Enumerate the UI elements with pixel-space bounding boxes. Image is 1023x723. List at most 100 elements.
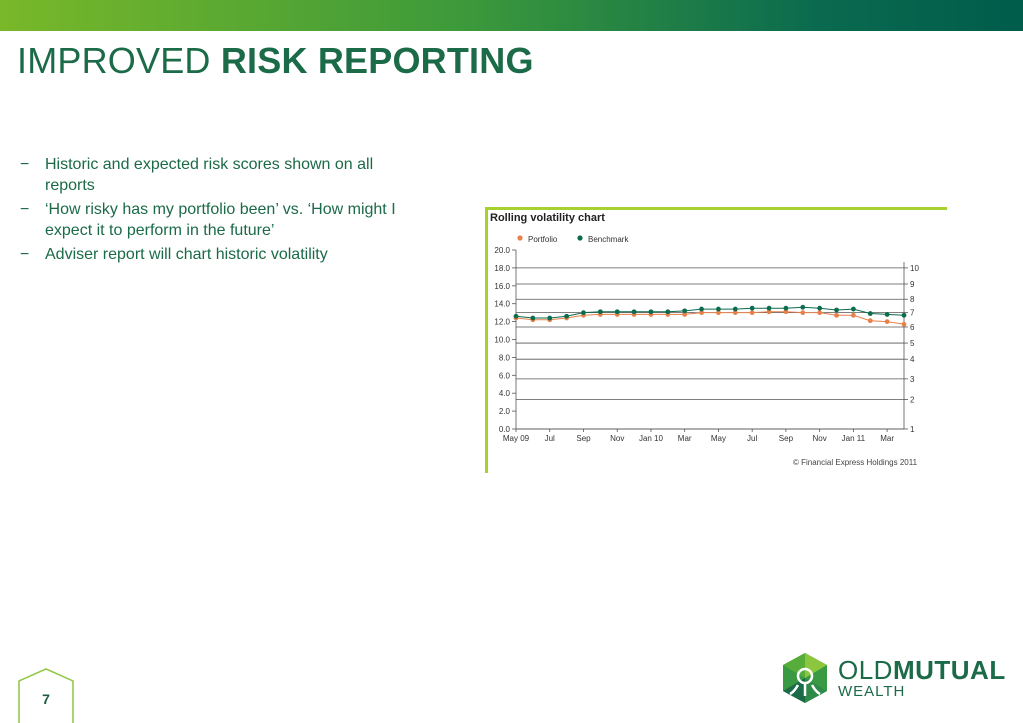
logo-word-mutual: MUTUAL <box>892 655 1006 685</box>
x-axis-tick-label: Mar <box>678 434 692 443</box>
data-point-benchmark <box>631 309 637 315</box>
left-axis-tick-label: 0.0 <box>499 425 511 434</box>
right-axis-tick-label: 3 <box>910 375 915 384</box>
data-point-portfolio <box>783 309 789 315</box>
data-point-benchmark <box>884 312 890 317</box>
left-axis-tick-label: 14.0 <box>494 300 510 309</box>
data-point-benchmark <box>665 309 671 315</box>
data-point-benchmark <box>648 309 654 315</box>
logo-wordmark: OLDMUTUAL WEALTH <box>838 656 1006 700</box>
left-axis-tick-label: 10.0 <box>494 336 510 345</box>
right-axis-tick-label: 4 <box>910 355 915 364</box>
bullet-item: − Historic and expected risk scores shown… <box>20 154 410 196</box>
data-point-benchmark <box>581 310 586 316</box>
data-point-portfolio <box>817 310 823 316</box>
logo-emblem-icon <box>783 653 827 703</box>
left-axis-tick-label: 12.0 <box>494 318 510 327</box>
series-line-benchmark <box>515 306 905 319</box>
left-axis-tick-label: 16.0 <box>494 282 510 291</box>
bullet-marker: − <box>20 156 30 173</box>
data-point-benchmark <box>800 304 806 310</box>
right-axis-tick-label: 7 <box>910 309 915 318</box>
old-mutual-logo <box>783 653 827 703</box>
x-axis-tick-label: Sep <box>576 434 591 443</box>
data-point-benchmark <box>834 307 839 313</box>
data-point-portfolio <box>901 321 907 327</box>
data-point-benchmark <box>597 309 603 315</box>
data-point-portfolio <box>699 310 704 316</box>
x-axis-tick-label: Jul <box>545 434 555 443</box>
chart-title: Rolling volatility chart <box>490 212 605 224</box>
data-point-portfolio <box>749 310 755 316</box>
title-light: IMPROVED <box>17 40 211 81</box>
series-line-portfolio <box>515 311 905 325</box>
data-point-portfolio <box>682 312 688 317</box>
x-axis-tick-label: Sep <box>779 434 794 443</box>
right-axis-tick-label: 5 <box>910 339 915 348</box>
left-axis-tick-label: 8.0 <box>499 353 511 362</box>
data-point-benchmark <box>783 305 789 311</box>
chart-copyright: © Financial Express Holdings 2011 <box>793 458 918 467</box>
legend-marker-benchmark <box>577 235 583 241</box>
data-point-benchmark <box>513 313 519 319</box>
data-point-benchmark <box>749 305 755 311</box>
data-point-portfolio <box>850 312 856 318</box>
top-banner <box>0 0 1023 31</box>
data-point-benchmark <box>766 305 772 311</box>
left-axis-tick-label: 6.0 <box>499 371 511 380</box>
left-axis-tick-label: 2.0 <box>499 407 511 416</box>
page-number-badge <box>18 668 74 723</box>
x-axis-tick-label: May <box>711 434 726 443</box>
data-point-benchmark <box>547 315 553 321</box>
data-point-benchmark <box>732 306 738 312</box>
right-axis-tick-label: 10 <box>910 264 919 273</box>
logo-word-old: OLD <box>838 655 893 685</box>
right-axis-tick-label: 6 <box>910 323 915 332</box>
data-point-benchmark <box>530 315 536 321</box>
chart-frame <box>485 207 947 473</box>
data-point-benchmark <box>699 306 704 312</box>
x-axis-tick-label: Jan 11 <box>842 434 866 443</box>
data-point-benchmark <box>682 308 688 314</box>
data-point-portfolio <box>800 310 806 316</box>
data-point-benchmark <box>867 311 873 316</box>
bullet-text: Historic and expected risk scores shown … <box>45 156 374 194</box>
legend-label-portfolio: Portfolio <box>528 235 558 244</box>
right-axis-tick-label: 1 <box>910 425 915 434</box>
data-point-benchmark <box>564 313 570 319</box>
x-axis-tick-label: May 09 <box>503 434 530 443</box>
data-point-benchmark <box>614 309 620 315</box>
right-axis-tick-label: 2 <box>910 395 915 404</box>
left-axis-tick-label: 4.0 <box>499 389 511 398</box>
x-axis-tick-label: Nov <box>610 434 624 443</box>
data-point-benchmark <box>850 306 856 312</box>
title-bold: RISK REPORTING <box>220 40 534 81</box>
page-title: IMPROVED RISK REPORTING <box>17 40 534 82</box>
data-point-benchmark <box>716 306 721 312</box>
logo-word-wealth: WEALTH <box>838 683 906 700</box>
bullet-item: − ‘How risky has my portfolio been’ vs. ‘… <box>20 199 410 241</box>
legend-marker-portfolio <box>517 235 523 241</box>
right-axis-tick-label: 9 <box>910 280 915 289</box>
x-axis-tick-label: Jan 10 <box>639 434 664 443</box>
bullet-list: − Historic and expected risk scores shown… <box>20 154 410 268</box>
bullet-item: − Adviser report will chart historic vola… <box>20 244 410 265</box>
data-point-portfolio <box>716 310 721 316</box>
left-axis-tick-label: 20.0 <box>494 246 510 255</box>
right-axis-tick-label: 8 <box>910 295 915 304</box>
data-point-benchmark <box>817 305 823 311</box>
bullet-text: Adviser report will chart historic volat… <box>45 246 328 263</box>
x-axis-tick-label: Jul <box>747 434 757 443</box>
page-number: 7 <box>42 691 50 707</box>
bullet-marker: − <box>20 201 30 218</box>
data-point-portfolio <box>732 310 738 316</box>
data-point-portfolio <box>834 312 839 318</box>
bullet-text: ‘How risky has my portfolio been’ vs. ‘H… <box>45 201 396 239</box>
data-point-benchmark <box>901 312 907 318</box>
x-axis-tick-label: Nov <box>813 434 827 443</box>
legend-label-benchmark: Benchmark <box>588 235 629 244</box>
x-axis-tick-label: Mar <box>880 434 894 443</box>
bullet-marker: − <box>20 246 30 263</box>
data-point-portfolio <box>766 309 772 315</box>
